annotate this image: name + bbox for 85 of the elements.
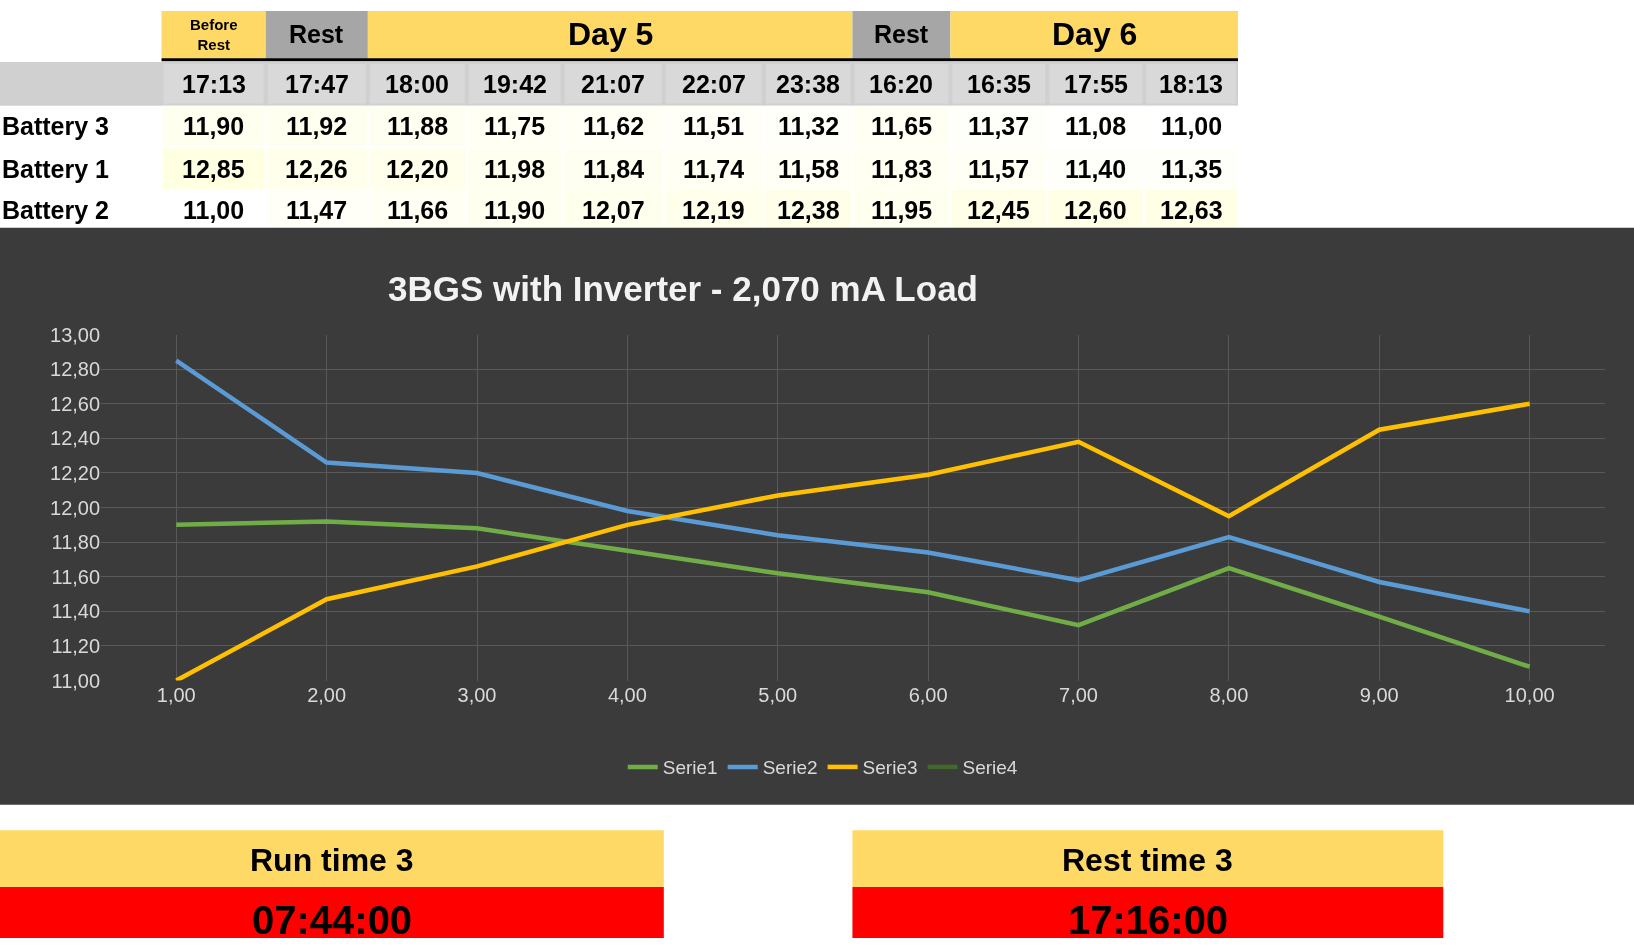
data-label: 11,35	[1161, 155, 1223, 183]
data-label: 11,84	[583, 155, 645, 183]
data-label: 11,83	[871, 155, 933, 183]
line-series	[174, 401, 1532, 681]
data-label: 11,74	[683, 155, 745, 183]
x-tick-label: 22:07	[682, 70, 746, 98]
data-label: 11,47	[286, 196, 348, 224]
data-label: 12,20	[386, 155, 449, 183]
x-tick-label: 21:07	[581, 70, 645, 98]
data-label: 12,85	[182, 155, 245, 183]
data-label: 11,66	[387, 196, 449, 224]
x-tick-label: 16:20	[869, 70, 933, 98]
x-tick-label: 8,00	[1209, 683, 1249, 706]
data-label: 11,58	[778, 155, 840, 183]
data-label: 11,75	[484, 112, 546, 140]
line-series	[174, 519, 1532, 669]
x-tick-label: 2,00	[307, 683, 347, 706]
legend-label: Serie2	[762, 757, 818, 779]
y-tick-label: 11,60	[51, 565, 101, 588]
x-tick-label: 17:13	[182, 70, 246, 98]
y-tick-label: Battery 3	[2, 112, 109, 140]
data-label: 11,32	[778, 112, 840, 140]
data-label: 12,19	[682, 196, 745, 224]
data-label: 11,62	[583, 112, 645, 140]
data-label: 11,65	[871, 112, 933, 140]
data-label: 11,92	[286, 112, 348, 140]
data-label: 11,00	[1161, 112, 1223, 140]
x-tick-label: 17:47	[285, 70, 349, 98]
data-label: 12,60	[1064, 196, 1127, 224]
data-label: 11,88	[387, 112, 449, 140]
text: 07:44:00	[252, 898, 413, 942]
x-tick-label: 16:35	[967, 70, 1032, 98]
data-label: 11,00	[183, 196, 245, 224]
x-tick-label: 4,00	[607, 683, 647, 706]
data-label: 11,08	[1065, 112, 1127, 140]
y-tick-label: 13,00	[50, 323, 101, 346]
legend-label: Serie1	[662, 757, 718, 779]
data-label: 12,26	[285, 155, 348, 183]
text: Rest	[289, 20, 344, 48]
data-label: 12,38	[777, 196, 840, 224]
x-tick-label: 10,00	[1504, 683, 1555, 706]
y-tick-label: 12,20	[50, 461, 101, 484]
x-tick-label: 7,00	[1059, 683, 1098, 706]
x-tick-label: 18:00	[385, 70, 449, 98]
y-tick-label: Battery 1	[2, 155, 110, 183]
x-tick-label: 1,00	[156, 683, 196, 706]
x-tick-label: 9,00	[1359, 683, 1399, 706]
text: Day 6	[1052, 16, 1138, 52]
data-label: 11,40	[1065, 155, 1127, 183]
data-label: 11,90	[484, 196, 546, 224]
y-tick-label: 11,80	[51, 531, 101, 554]
data-label: 11,95	[871, 196, 933, 224]
data-label: 11,57	[968, 155, 1030, 183]
x-tick-label: 18:13	[1159, 70, 1223, 98]
text: Rest time 3	[1062, 842, 1233, 878]
y-tick-label: 11,40	[51, 600, 101, 623]
data-label: 11,90	[183, 112, 245, 140]
data-label: 12,07	[582, 196, 645, 224]
x-tick-label: 5,00	[758, 683, 798, 706]
legend-label: Serie4	[962, 757, 1018, 779]
x-tick-label: 17:55	[1064, 70, 1129, 98]
line-series	[174, 358, 1532, 614]
x-tick-label: 6,00	[908, 683, 948, 706]
data-label: 11,37	[968, 112, 1030, 140]
y-tick-label: 11,20	[51, 634, 101, 657]
text: Before Rest	[190, 16, 238, 53]
y-tick-label: 12,80	[50, 358, 101, 381]
text: 17:16:00	[1068, 898, 1229, 942]
y-tick-label: 12,40	[50, 427, 101, 450]
y-tick-label: 11,00	[51, 669, 101, 692]
data-label: 12,45	[967, 196, 1030, 224]
chart-title: 3BGS with Inverter - 2,070 mA Load	[388, 269, 978, 308]
x-tick-label: 3,00	[457, 683, 497, 706]
y-tick-label: 12,60	[50, 392, 101, 415]
data-label: 12,63	[1160, 196, 1223, 224]
text: Run time 3	[250, 842, 414, 878]
data-label: 11,51	[683, 112, 745, 140]
text: Rest	[874, 20, 929, 48]
y-tick-label: 12,00	[50, 496, 101, 519]
x-tick-label: 19:42	[483, 70, 547, 98]
y-tick-label: Battery 2	[2, 196, 109, 224]
data-label: 11,98	[484, 155, 546, 183]
text: Day 5	[568, 16, 654, 52]
x-tick-label: 23:38	[776, 70, 841, 98]
legend-label: Serie3	[862, 757, 918, 779]
